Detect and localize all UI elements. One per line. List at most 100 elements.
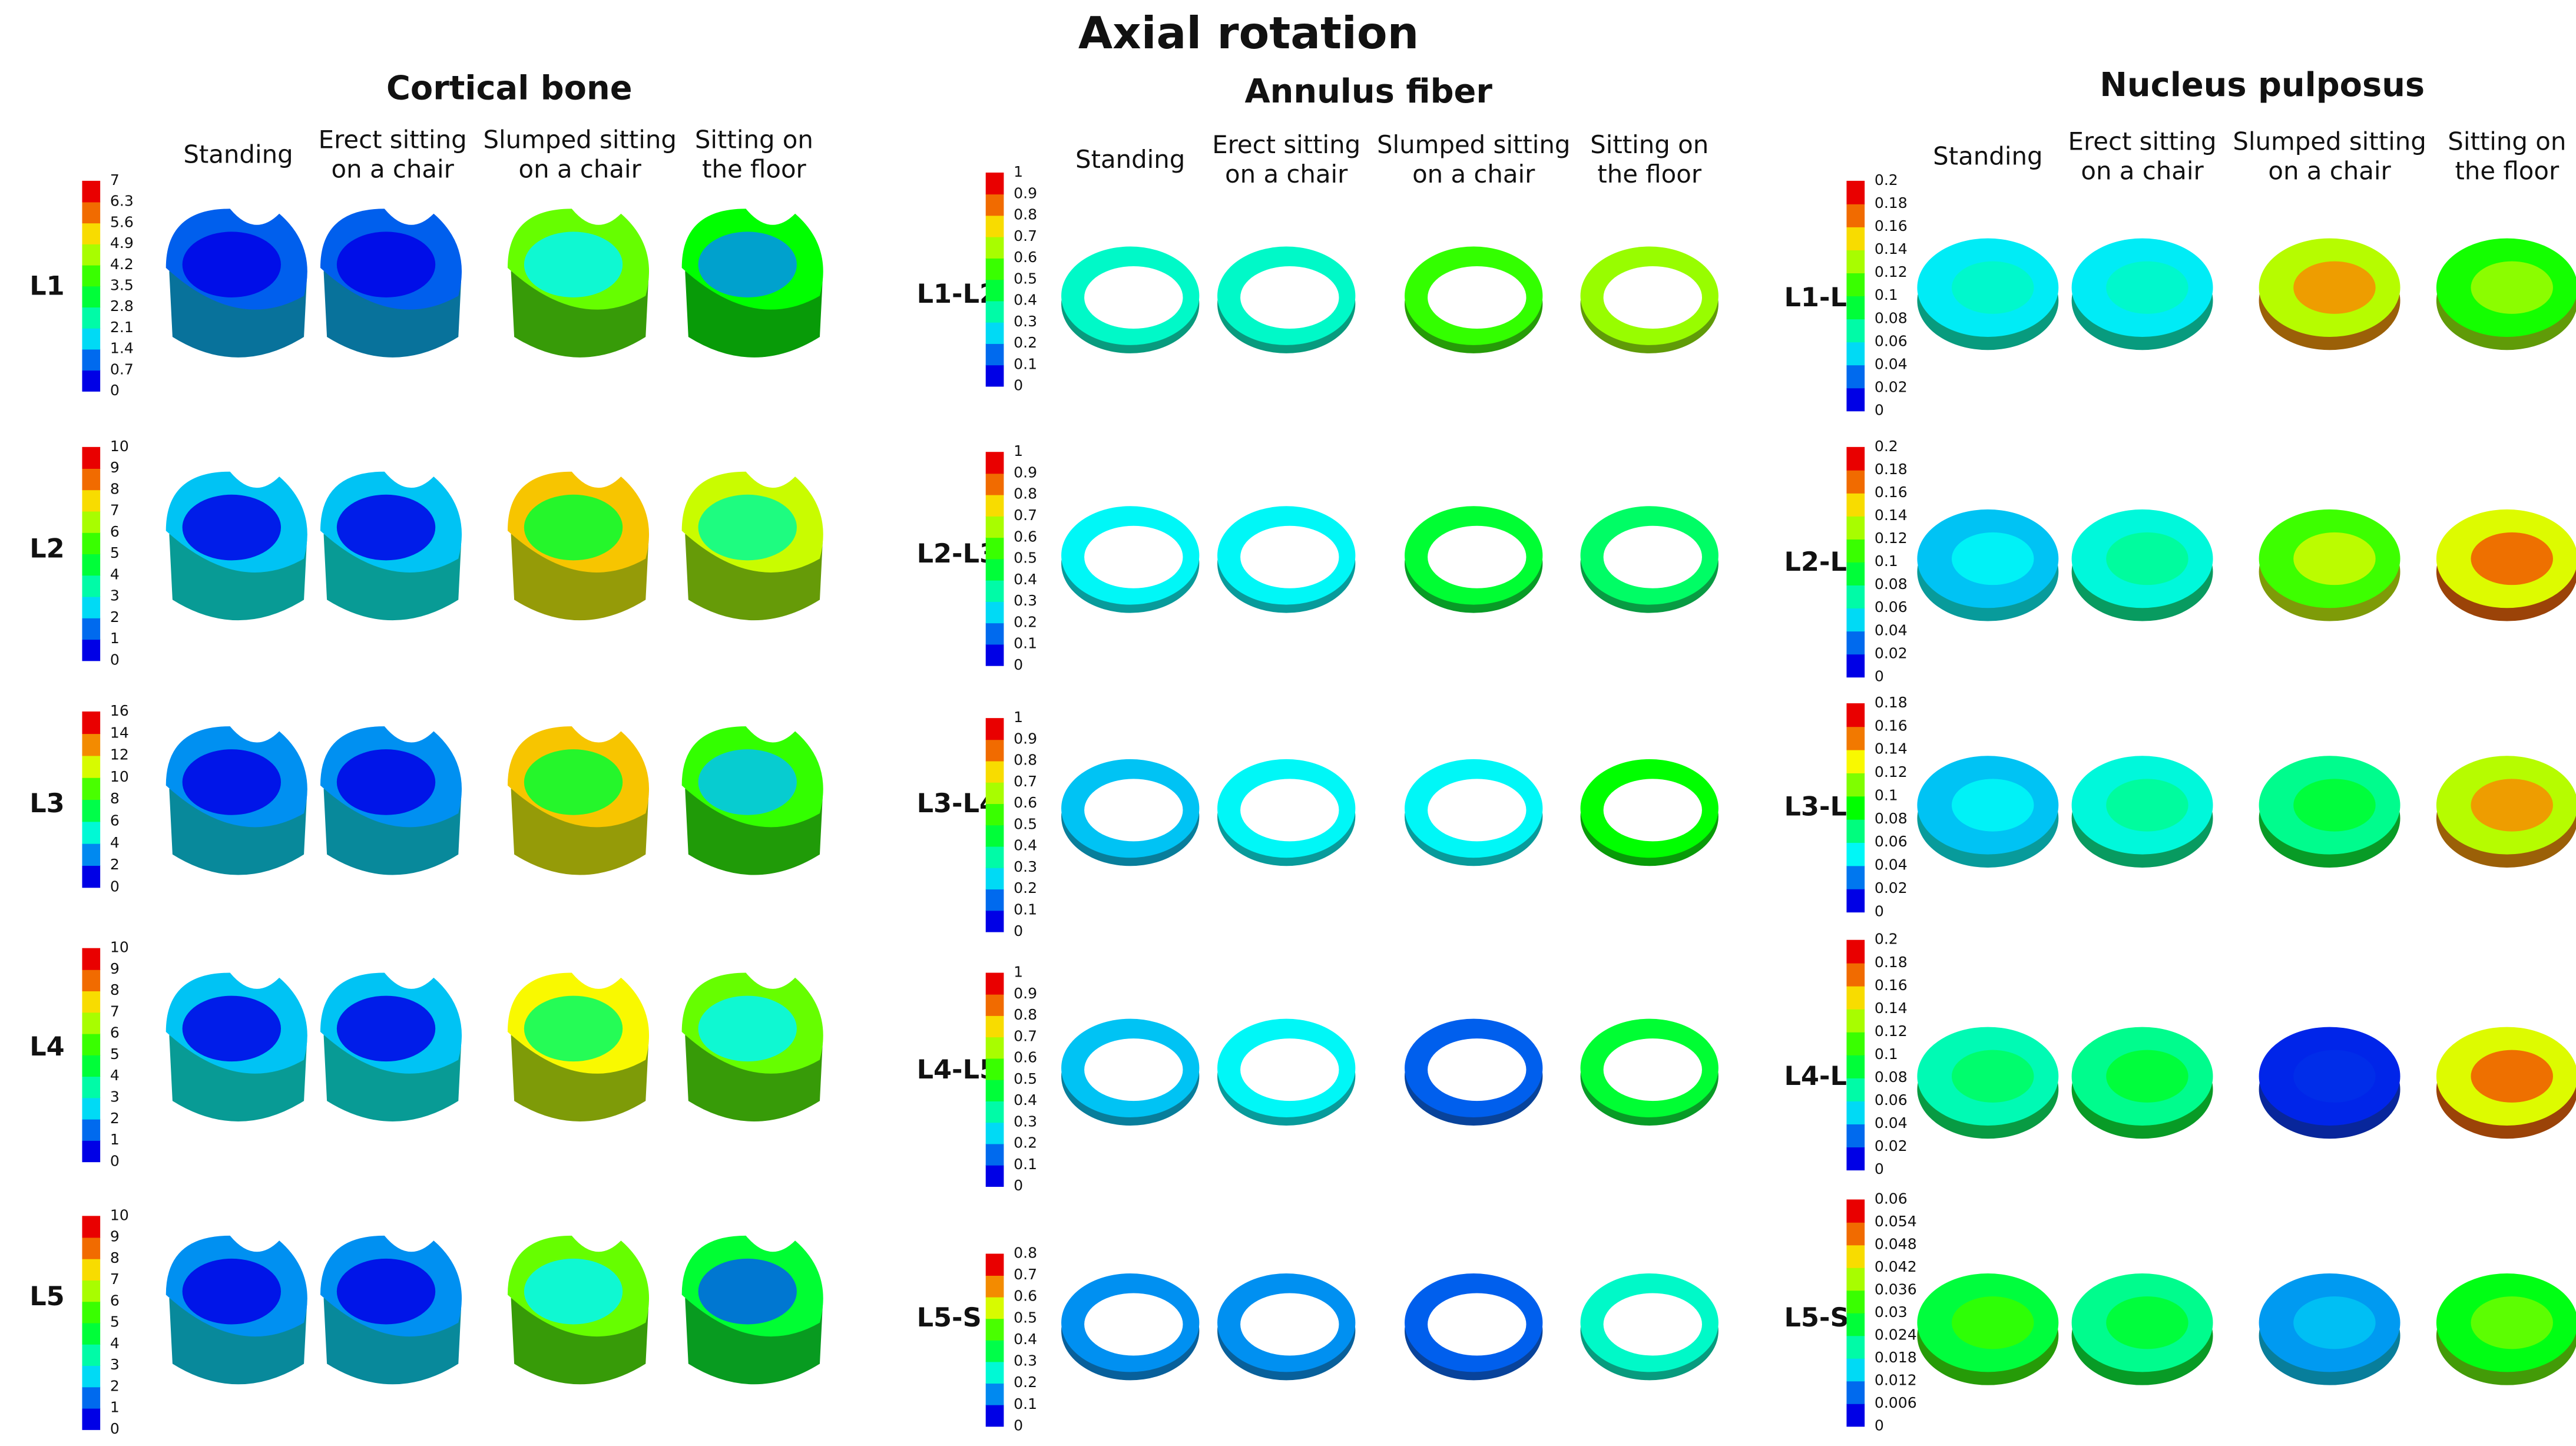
- colorbar-tick-label: 10: [110, 438, 129, 455]
- colorbar-segment: [1846, 446, 1865, 471]
- colorbar-segment: [82, 349, 101, 371]
- model-ring: [1061, 1273, 1200, 1381]
- annulus-hole: [1603, 266, 1702, 329]
- colorbar-tick-label: 4: [110, 565, 120, 583]
- colorbar-tick-label: 8: [110, 1249, 120, 1266]
- colorbar-tick-label: 0.02: [1875, 1137, 1908, 1154]
- column-header: the floor: [1597, 160, 1701, 188]
- column-header: on a chair: [519, 155, 642, 184]
- colorbar-segment: [985, 194, 1004, 216]
- colorbar-tick-label: 0.036: [1875, 1280, 1917, 1298]
- colorbar-segment: [82, 596, 101, 618]
- colorbar-segment: [82, 969, 101, 992]
- colorbar-segment: [1846, 865, 1865, 889]
- colorbar-segment: [1846, 1101, 1865, 1124]
- colorbar-segment: [985, 1296, 1004, 1319]
- colorbar-segment: [985, 173, 1004, 195]
- colorbar-tick-label: 0.8: [1014, 1245, 1037, 1262]
- column-header: Standing: [1075, 145, 1185, 174]
- nucleus-core: [1951, 779, 2034, 832]
- colorbar-tick-label: 16: [110, 702, 129, 719]
- colorbar-segment: [82, 1140, 101, 1163]
- colorbar-segment: [1846, 516, 1865, 540]
- colorbar-segment: [1846, 796, 1865, 820]
- colorbar-tick-label: 0.06: [1875, 332, 1908, 349]
- colorbar-tick-label: 0.7: [1014, 227, 1037, 244]
- column-header: on a chair: [2268, 157, 2391, 186]
- colorbar-tick-label: 6: [110, 523, 120, 540]
- colorbar-tick-label: 0.1: [1014, 1156, 1037, 1173]
- vertebra-endplate: [698, 494, 797, 561]
- colorbar-segment: [985, 343, 1004, 366]
- colorbar-tick-label: 9: [110, 1228, 120, 1245]
- colorbar-segment: [82, 532, 101, 555]
- colorbar-tick-label: 0.4: [1014, 837, 1037, 854]
- colorbar-tick-label: 9: [110, 960, 120, 977]
- colorbar-tick-label: 0.1: [1014, 901, 1037, 918]
- colorbar-tick-label: 1: [1014, 442, 1023, 459]
- colorbar-segment: [82, 1119, 101, 1141]
- column-header: the floor: [702, 155, 806, 184]
- colorbar-tick-label: 0.16: [1875, 717, 1908, 734]
- colorbar-segment: [985, 236, 1004, 259]
- colorbar-tick-label: 1: [1014, 709, 1023, 726]
- colorbar-segment: [985, 1339, 1004, 1362]
- colorbar-segment: [1846, 842, 1865, 866]
- colorbar-tick-label: 0.5: [1014, 550, 1037, 567]
- model-bone: [165, 726, 307, 875]
- colorbar-tick-label: 0: [110, 1152, 120, 1169]
- nucleus-core: [2106, 1050, 2188, 1103]
- colorbar-tick-label: 0: [1875, 1160, 1884, 1177]
- colorbar-segment: [82, 639, 101, 661]
- model-bone: [681, 209, 823, 358]
- model-disc: [2071, 509, 2213, 621]
- colorbar-tick-label: 0.14: [1875, 507, 1908, 524]
- colorbar-tick-label: 0: [1875, 401, 1884, 418]
- annulus-hole: [1603, 1293, 1702, 1356]
- colorbar-segment: [1846, 204, 1865, 227]
- vertebra-endplate: [698, 231, 797, 298]
- colorbar-tick-label: 2: [110, 856, 120, 873]
- colorbar-tick-label: 0.2: [1014, 334, 1037, 351]
- row-label: L5-S: [1784, 1302, 1849, 1333]
- nucleus-core: [2293, 261, 2376, 314]
- colorbar-tick-label: 0.048: [1875, 1235, 1917, 1252]
- colorbar-tick-label: 0.006: [1875, 1394, 1917, 1411]
- colorbar-tick-label: 0: [110, 878, 120, 895]
- nucleus-core: [2293, 779, 2376, 832]
- colorbar-tick-label: 0.18: [1875, 954, 1908, 971]
- colorbar-segment: [985, 889, 1004, 911]
- colorbar-tick-label: 0.2: [1875, 931, 1898, 948]
- colorbar-tick-label: 4.9: [110, 234, 134, 252]
- colorbar-segment: [985, 1037, 1004, 1059]
- model-disc: [2436, 756, 2576, 868]
- colorbar-tick-label: 5: [110, 544, 120, 561]
- colorbar-tick-label: 0: [110, 651, 120, 668]
- model-disc: [2259, 238, 2400, 350]
- colorbar-tick-label: 0.9: [1014, 730, 1037, 747]
- colorbar-tick-label: 1: [110, 630, 120, 647]
- model-disc: [2259, 509, 2400, 621]
- colorbar-segment: [1846, 365, 1865, 389]
- colorbar-tick-label: 4: [110, 834, 120, 851]
- colorbar-tick-label: 2.1: [110, 319, 134, 336]
- colorbar-segment: [82, 1012, 101, 1034]
- colorbar-segment: [1846, 1381, 1865, 1404]
- colorbar-tick-label: 0.4: [1014, 571, 1037, 588]
- colorbar-tick-label: 0.7: [1014, 1266, 1037, 1283]
- colorbar-segment: [82, 180, 101, 203]
- colorbar-segment: [82, 733, 101, 756]
- colorbar-tick-label: 0: [110, 1420, 120, 1437]
- colorbar-segment: [82, 1258, 101, 1280]
- model-bone: [681, 471, 823, 621]
- colorbar-segment: [82, 554, 101, 576]
- row-label: L4-L5: [917, 1054, 998, 1085]
- colorbar-segment: [1846, 1245, 1865, 1268]
- column-header: on a chair: [1225, 160, 1348, 188]
- colorbar-tick-label: 8: [110, 790, 120, 807]
- colorbar-tick-label: 0.06: [1875, 598, 1908, 616]
- model-disc: [1917, 509, 2059, 621]
- model-bone: [165, 471, 307, 621]
- colorbar-segment: [985, 279, 1004, 302]
- vertebra-endplate: [698, 995, 797, 1062]
